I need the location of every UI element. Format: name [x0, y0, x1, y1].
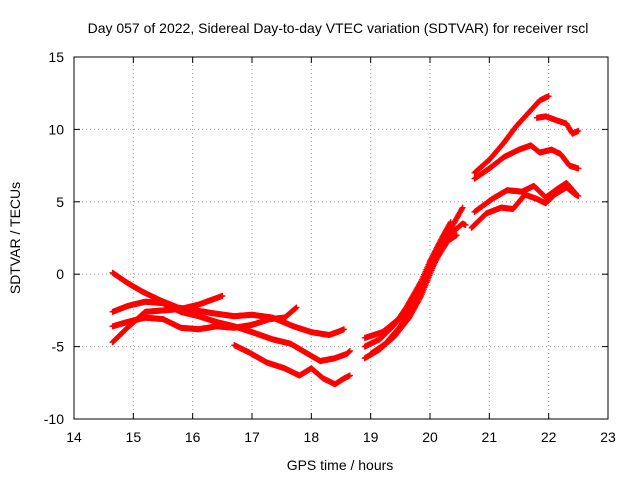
data-point — [575, 127, 582, 134]
x-tick-label: 15 — [126, 429, 142, 445]
x-tick-label: 19 — [363, 429, 379, 445]
data-point — [447, 220, 454, 227]
x-tick-label: 21 — [482, 429, 498, 445]
data-point — [575, 165, 582, 172]
data-point — [346, 347, 353, 354]
series-track-5 — [533, 113, 582, 137]
x-tick-label: 16 — [185, 429, 201, 445]
y-tick-label: 5 — [56, 194, 64, 210]
data-points — [109, 93, 582, 388]
x-tick-label: 22 — [541, 429, 557, 445]
y-tick-label: 0 — [56, 266, 64, 282]
data-point — [447, 219, 454, 226]
data-point — [459, 204, 466, 211]
chart-title: Day 057 of 2022, Sidereal Day-to-day VTE… — [88, 20, 589, 36]
x-tick-labels: 14 15 16 17 18 19 20 21 22 23 — [66, 429, 616, 445]
data-point — [462, 221, 469, 228]
x-tick-label: 17 — [244, 429, 260, 445]
x-tick-label: 23 — [600, 429, 616, 445]
y-tick-labels: -10 -5 0 5 10 15 — [44, 49, 64, 427]
series-track-1 — [109, 179, 579, 341]
data-point — [346, 372, 353, 379]
x-axis-label: GPS time / hours — [287, 457, 394, 473]
plot-frame — [73, 56, 609, 420]
data-point — [545, 93, 552, 100]
x-tick-label: 20 — [422, 429, 438, 445]
series-track-2 — [109, 142, 582, 362]
x-tick-label: 14 — [66, 429, 82, 445]
data-point — [219, 292, 226, 299]
y-tick-label: -5 — [52, 339, 65, 355]
y-tick-label: 15 — [48, 49, 64, 65]
grid — [74, 57, 608, 419]
series-track-3 — [109, 93, 552, 388]
data-point — [575, 193, 582, 200]
x-tick-label: 18 — [304, 429, 320, 445]
data-point — [340, 326, 347, 333]
data-point — [458, 205, 465, 212]
y-tick-label: 10 — [48, 121, 64, 137]
data-point — [453, 232, 460, 239]
data-point — [346, 348, 353, 355]
y-axis-label: SDTVAR / TECUs — [7, 182, 23, 294]
y-tick-label: -10 — [44, 411, 64, 427]
series-track-4 — [109, 184, 582, 365]
data-point — [293, 304, 300, 311]
